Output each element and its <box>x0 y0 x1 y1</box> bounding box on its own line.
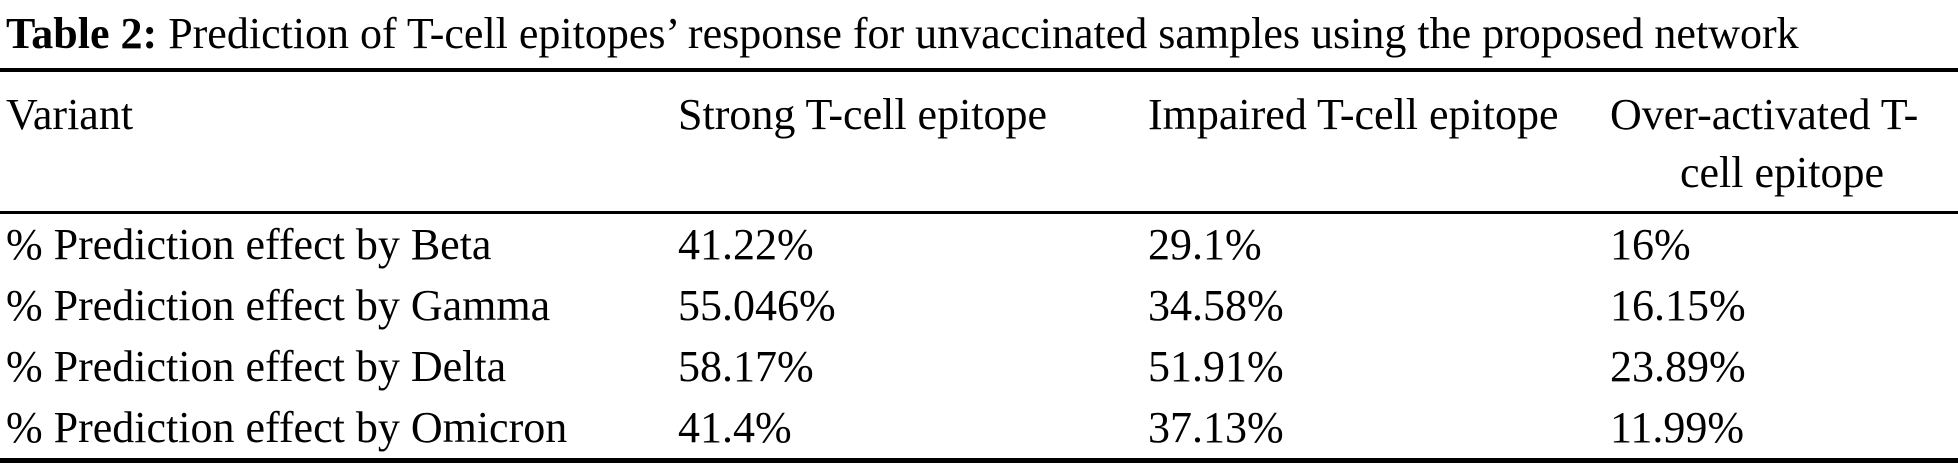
overactivated-value: 16% <box>1610 219 1691 269</box>
table-caption: Table 2: Prediction of T-cell epitopes’ r… <box>0 0 1958 62</box>
impaired-value: 51.91% <box>1148 341 1284 391</box>
table-body: % Prediction effect by Beta 41.22% 29.1%… <box>0 213 1958 461</box>
row-label: % Prediction effect by Gamma <box>6 280 551 330</box>
col-header-strong-epitope: Strong T-cell epitope <box>678 70 1148 214</box>
epitope-prediction-table: Variant Strong T-cell epitope Impaired T… <box>0 68 1958 463</box>
header-row: Variant Strong T-cell epitope Impaired T… <box>0 70 1958 214</box>
table-row-delta: % Prediction effect by Delta 58.17% 51.9… <box>0 336 1958 397</box>
strong-value: 41.4% <box>678 402 792 452</box>
overactivated-value: 16.15% <box>1610 280 1746 330</box>
impaired-value: 37.13% <box>1148 402 1284 452</box>
impaired-value: 29.1% <box>1148 219 1262 269</box>
row-label: % Prediction effect by Beta <box>6 219 492 269</box>
col-header-impaired-epitope: Impaired T-cell epitope <box>1148 70 1610 214</box>
overactivated-value: 11.99% <box>1610 402 1745 452</box>
row-label: % Prediction effect by Delta <box>6 341 507 391</box>
strong-value: 58.17% <box>678 341 814 391</box>
row-label: % Prediction effect by Omicron <box>6 402 568 452</box>
table-row-beta: % Prediction effect by Beta 41.22% 29.1%… <box>0 213 1958 276</box>
col-header-variant: Variant <box>0 70 678 214</box>
table-header: Variant Strong T-cell epitope Impaired T… <box>0 70 1958 214</box>
strong-value: 55.046% <box>678 280 836 330</box>
overactivated-value: 23.89% <box>1610 341 1746 391</box>
col-header-overactivated-epitope: Over-activated T-cell epitope <box>1610 70 1958 214</box>
impaired-value: 34.58% <box>1148 280 1284 330</box>
strong-value: 41.22% <box>678 219 814 269</box>
caption-label: Table 2: <box>6 9 158 58</box>
table-row-gamma: % Prediction effect by Gamma 55.046% 34.… <box>0 275 1958 336</box>
caption-text: Prediction of T-cell epitopes’ response … <box>168 9 1799 58</box>
table-row-omicron: % Prediction effect by Omicron 41.4% 37.… <box>0 397 1958 461</box>
